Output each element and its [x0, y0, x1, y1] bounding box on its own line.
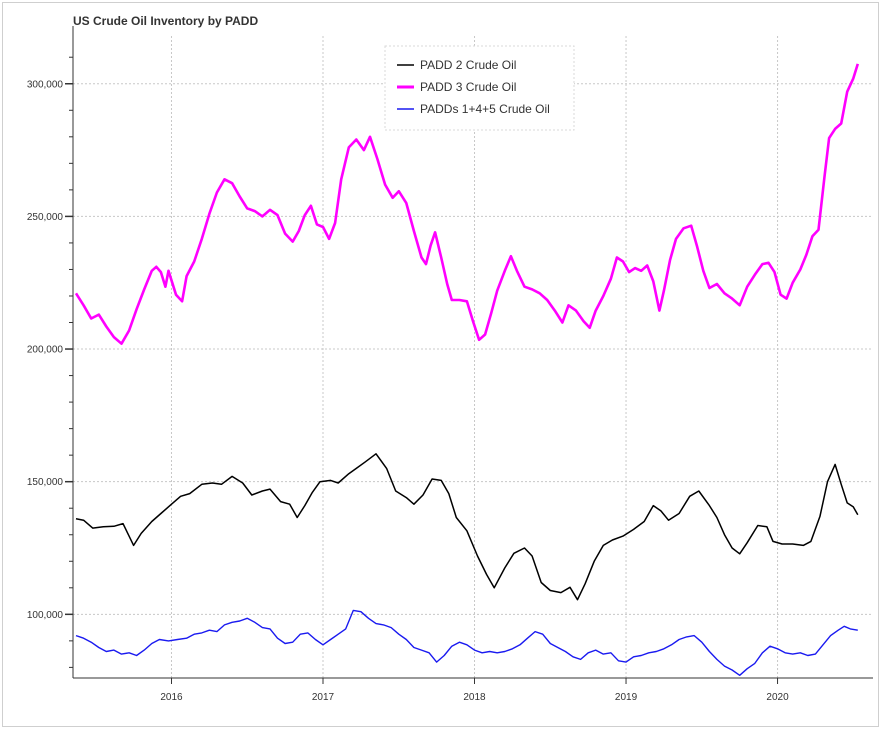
x-tick-label: 2017: [312, 692, 335, 703]
series-line-padd-2-crude-oil: [75, 453, 859, 601]
legend-label-padds145: PADDs 1+4+5 Crude Oil: [420, 102, 550, 116]
legend: PADD 2 Crude Oil PADD 3 Crude Oil PADDs …: [384, 45, 575, 131]
x-tick-label: 2016: [160, 692, 183, 703]
y-tick-label: 150,000: [27, 477, 64, 488]
legend-label-padd3: PADD 3 Crude Oil: [420, 80, 516, 94]
x-tick-label: 2019: [615, 692, 638, 703]
y-tick-label: 200,000: [27, 345, 64, 356]
y-tick-label: 300,000: [27, 79, 64, 90]
x-tick-label: 2018: [463, 692, 486, 703]
chart-title: US Crude Oil Inventory by PADD: [73, 14, 258, 28]
y-tick-label: 100,000: [27, 610, 64, 621]
series-line-padd-3-crude-oil: [74, 63, 860, 345]
y-tick-label: 250,000: [27, 212, 64, 223]
x-tick-label: 2020: [766, 692, 789, 703]
legend-label-padd2: PADD 2 Crude Oil: [420, 58, 516, 72]
series-line-padds-1-4-5-crude-oil: [75, 609, 858, 676]
legend-box: [384, 45, 575, 131]
grid-lines: [73, 36, 873, 678]
series-lines: [74, 63, 860, 676]
axes: 100,000 150,000 200,000 250,000 300,000 2016 2…: [27, 26, 873, 703]
